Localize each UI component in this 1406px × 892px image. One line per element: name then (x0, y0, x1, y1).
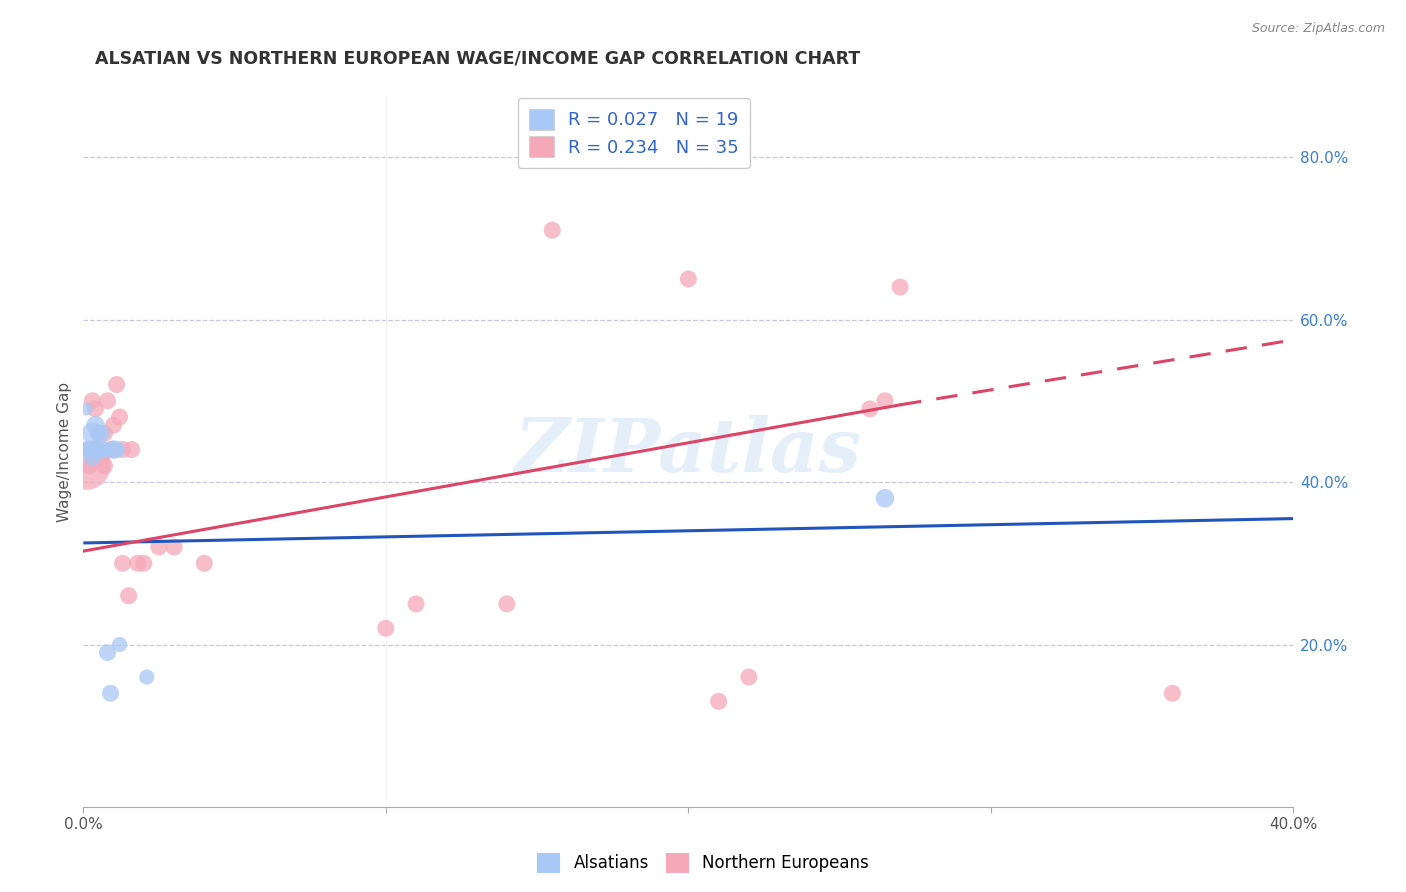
Point (889, 280, 911, 294)
Text: ALSATIAN VS NORTHERN EUROPEAN WAGE/INCOME GAP CORRELATION CHART: ALSATIAN VS NORTHERN EUROPEAN WAGE/INCOM… (96, 50, 860, 68)
Legend: Alsatians, Northern Europeans: Alsatians, Northern Europeans (530, 847, 876, 880)
Point (96, 646, 118, 660)
Point (873, 491, 896, 506)
Point (495, 597, 517, 611)
Point (678, 272, 700, 286)
Legend: R = 0.027   N = 19, R = 0.234   N = 35: R = 0.027 N = 19, R = 0.234 N = 35 (517, 98, 749, 168)
Point (873, 393, 896, 408)
Point (103, 418, 125, 433)
Point (84, 418, 107, 433)
Point (75, 401, 97, 416)
Point (82, 426, 104, 441)
Point (105, 442, 128, 457)
Point (707, 694, 730, 708)
Point (1161, 686, 1184, 700)
Point (121, 442, 143, 457)
Point (79, 442, 101, 457)
Text: ZIPatlas: ZIPatlas (515, 416, 862, 488)
Point (111, 556, 134, 570)
Point (93, 458, 115, 473)
Point (108, 410, 131, 425)
Point (541, 223, 564, 237)
Point (132, 556, 155, 570)
Point (90, 426, 112, 441)
Point (103, 442, 125, 457)
Text: Source: ZipAtlas.com: Source: ZipAtlas.com (1251, 22, 1385, 36)
Point (96, 393, 118, 408)
Point (87, 442, 110, 457)
Point (405, 597, 427, 611)
Point (148, 540, 170, 554)
Point (84, 401, 107, 416)
Point (79, 458, 101, 473)
Point (100, 442, 122, 457)
Point (87, 426, 110, 441)
Point (738, 670, 761, 684)
Point (82, 450, 104, 465)
Point (93, 426, 115, 441)
Point (374, 621, 396, 635)
Point (118, 589, 141, 603)
Point (859, 401, 882, 416)
Point (193, 556, 215, 570)
Point (108, 638, 131, 652)
Point (163, 540, 186, 554)
Point (90, 442, 112, 457)
Point (82, 393, 104, 408)
Y-axis label: Wage/Income Gap: Wage/Income Gap (58, 382, 72, 522)
Point (75, 458, 97, 473)
Point (84, 442, 107, 457)
Point (82, 442, 104, 457)
Point (135, 670, 157, 684)
Point (100, 686, 122, 700)
Point (111, 442, 134, 457)
Point (90, 450, 112, 465)
Point (87, 442, 110, 457)
Point (105, 377, 128, 392)
Point (93, 442, 115, 457)
Point (75, 442, 97, 457)
Point (87, 426, 110, 441)
Point (127, 556, 149, 570)
